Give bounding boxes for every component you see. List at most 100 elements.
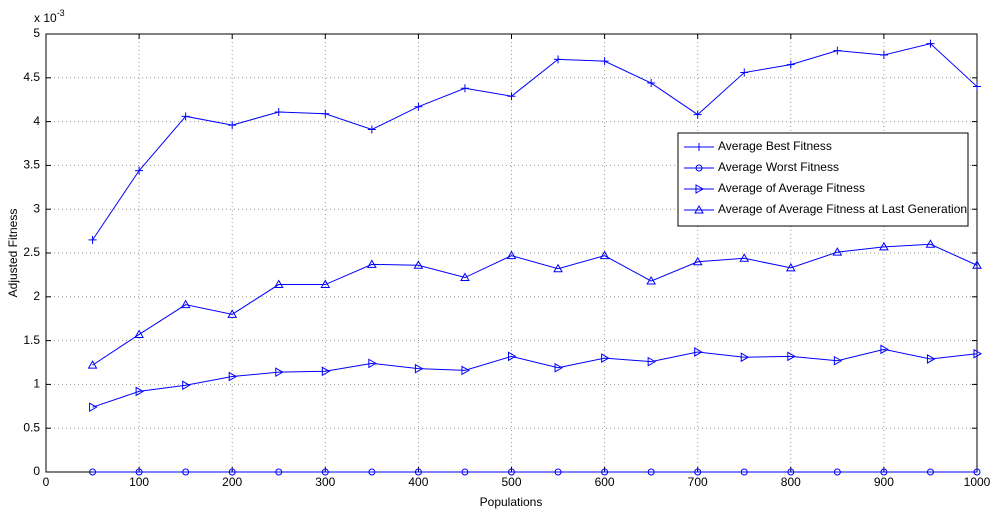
series-line bbox=[92, 348, 978, 408]
y-multiplier-base: x 10 bbox=[34, 11, 57, 25]
y-tick-label: 0 bbox=[33, 464, 40, 478]
marker bbox=[694, 347, 703, 357]
marker bbox=[89, 402, 98, 413]
y-tick-label: 3 bbox=[33, 201, 40, 215]
marker bbox=[833, 46, 842, 55]
marker bbox=[228, 468, 236, 476]
y-tick-label: 5 bbox=[33, 26, 40, 40]
marker bbox=[88, 235, 97, 244]
x-tick-label: 700 bbox=[688, 475, 708, 489]
marker bbox=[600, 57, 609, 66]
legend-label: Average of Average Fitness at Last Gener… bbox=[718, 202, 967, 216]
marker bbox=[973, 468, 981, 476]
marker bbox=[275, 367, 284, 377]
marker bbox=[89, 468, 97, 476]
y-tick-label: 1.5 bbox=[23, 333, 40, 347]
marker bbox=[135, 386, 145, 397]
marker bbox=[973, 348, 983, 359]
marker bbox=[181, 112, 190, 121]
marker bbox=[695, 184, 705, 194]
marker bbox=[135, 468, 143, 476]
marker bbox=[926, 39, 935, 48]
marker bbox=[366, 259, 377, 268]
marker bbox=[508, 468, 515, 476]
marker bbox=[368, 468, 376, 476]
marker bbox=[460, 272, 470, 282]
marker bbox=[506, 250, 517, 260]
marker bbox=[413, 260, 424, 269]
marker bbox=[833, 355, 843, 366]
marker bbox=[414, 468, 422, 476]
marker bbox=[647, 356, 657, 367]
marker bbox=[461, 365, 470, 376]
legend-label: Average Best Fitness bbox=[718, 139, 832, 153]
marker bbox=[740, 468, 748, 476]
marker bbox=[460, 84, 469, 93]
marker bbox=[646, 276, 657, 285]
marker bbox=[599, 250, 610, 260]
marker bbox=[879, 51, 888, 60]
marker bbox=[695, 164, 703, 172]
x-tick-label: 800 bbox=[781, 475, 801, 489]
marker bbox=[695, 143, 703, 151]
marker bbox=[134, 329, 144, 338]
y-tick-label: 3.5 bbox=[23, 158, 40, 172]
marker bbox=[972, 260, 982, 269]
y-axis-label: Adjusted Fitness bbox=[6, 209, 20, 298]
series-line bbox=[92, 243, 978, 366]
marker bbox=[647, 79, 656, 88]
y-tick-label: 1 bbox=[33, 377, 40, 391]
x-tick-label: 900 bbox=[874, 475, 894, 489]
marker bbox=[647, 468, 655, 476]
marker bbox=[879, 241, 889, 251]
x-tick-label: 100 bbox=[129, 475, 149, 489]
marker bbox=[925, 239, 936, 248]
marker bbox=[87, 360, 98, 369]
marker bbox=[601, 468, 609, 476]
x-tick-label: 600 bbox=[595, 475, 615, 489]
marker bbox=[740, 352, 750, 363]
y-tick-label: 2 bbox=[33, 289, 40, 303]
marker bbox=[507, 92, 516, 101]
y-tick-label: 0.5 bbox=[23, 420, 40, 434]
marker bbox=[321, 366, 331, 377]
x-tick-label: 500 bbox=[501, 475, 521, 489]
marker bbox=[414, 363, 424, 374]
marker bbox=[554, 468, 562, 476]
legend-label: Average Worst Fitness bbox=[718, 160, 839, 174]
series-line bbox=[92, 43, 978, 241]
marker bbox=[182, 468, 190, 476]
x-tick-label: 400 bbox=[408, 475, 428, 489]
marker bbox=[880, 344, 889, 355]
legend-label: Average of Average Fitness bbox=[718, 181, 865, 195]
marker bbox=[553, 263, 563, 273]
x-tick-label: 300 bbox=[315, 475, 335, 489]
marker bbox=[785, 262, 796, 272]
marker bbox=[461, 468, 469, 476]
marker bbox=[926, 354, 936, 364]
marker bbox=[973, 82, 981, 91]
marker bbox=[508, 351, 517, 362]
marker bbox=[554, 362, 564, 373]
y-multiplier-exponent: -3 bbox=[57, 8, 65, 18]
marker bbox=[740, 68, 749, 77]
y-tick-label: 4.5 bbox=[23, 70, 40, 84]
marker bbox=[832, 247, 843, 256]
marker bbox=[739, 253, 750, 262]
marker bbox=[135, 166, 144, 175]
x-axis-label: Populations bbox=[480, 495, 543, 509]
marker bbox=[227, 309, 238, 318]
marker bbox=[694, 204, 704, 214]
marker bbox=[321, 109, 330, 118]
x-tick-label: 0 bbox=[43, 475, 50, 489]
marker bbox=[414, 102, 423, 111]
marker bbox=[692, 256, 703, 266]
y-multiplier: x 10-3 bbox=[34, 8, 65, 25]
marker bbox=[273, 279, 284, 289]
y-tick-label: 2.5 bbox=[23, 245, 40, 259]
marker bbox=[880, 468, 888, 476]
marker bbox=[787, 351, 796, 362]
marker bbox=[320, 279, 331, 289]
